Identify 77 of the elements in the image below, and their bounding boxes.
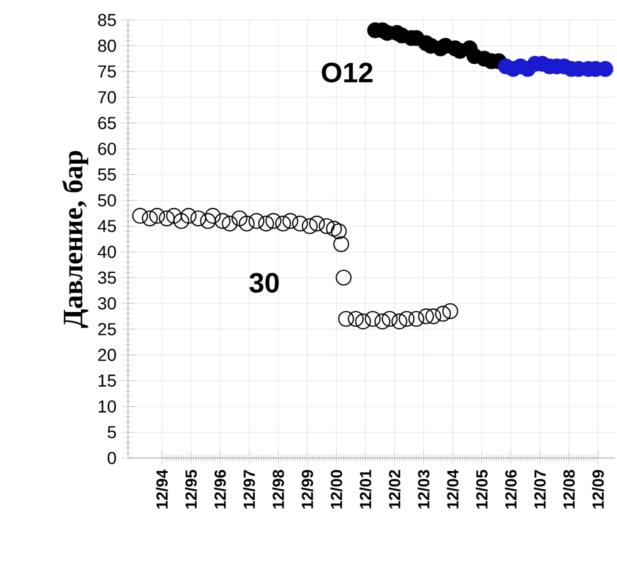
y-tick-label: 70 xyxy=(98,91,116,104)
x-tick-label: 12/97 xyxy=(243,470,256,508)
y-tick-label: 60 xyxy=(98,142,116,155)
y-tick-label: 20 xyxy=(98,348,116,362)
point xyxy=(292,216,308,232)
point xyxy=(364,310,381,327)
annotation: O12 xyxy=(322,62,372,82)
point xyxy=(355,314,371,330)
y-tick-label: 5 xyxy=(108,426,116,438)
point xyxy=(382,310,398,327)
y-tick-label: 10 xyxy=(98,400,116,413)
y-axis-title: Давление, бар xyxy=(62,150,88,328)
point xyxy=(149,208,166,224)
point xyxy=(248,213,264,229)
point xyxy=(204,208,221,224)
x-tick-label: 12/01 xyxy=(360,470,372,508)
point xyxy=(158,210,175,226)
x-tick-label: 12/00 xyxy=(330,470,342,508)
point xyxy=(425,308,442,324)
point xyxy=(338,310,354,327)
x-tick-label: 12/07 xyxy=(534,470,546,508)
x-tick-label: 12/94 xyxy=(156,469,168,508)
point xyxy=(190,210,206,226)
point xyxy=(348,310,364,327)
x-tick-label: 12/05 xyxy=(476,470,488,508)
point xyxy=(398,310,415,327)
point xyxy=(326,220,342,237)
x-tick-label: 12/96 xyxy=(214,470,226,508)
point xyxy=(173,213,190,229)
x-tick-label: 12/04 xyxy=(446,469,459,508)
point xyxy=(333,236,350,252)
y-tick-label: 55 xyxy=(98,168,116,181)
y-tick-label: 35 xyxy=(98,272,116,284)
point xyxy=(166,208,182,224)
y-tick-label: 40 xyxy=(98,246,116,258)
point xyxy=(275,216,291,232)
y-tick-label: 80 xyxy=(98,40,116,52)
point xyxy=(265,213,282,229)
point xyxy=(435,306,451,322)
point xyxy=(232,210,248,226)
point xyxy=(418,308,434,324)
point xyxy=(302,218,318,234)
point xyxy=(408,310,424,327)
x-tick-label: 12/03 xyxy=(418,470,430,508)
point xyxy=(132,208,148,224)
point xyxy=(330,223,347,240)
point xyxy=(309,216,325,232)
x-tick-label: 12/99 xyxy=(301,470,314,508)
x-tick-label: 12/95 xyxy=(185,470,197,508)
y-tick-label: 85 xyxy=(98,14,116,26)
y-tick-label: 75 xyxy=(98,65,116,78)
point xyxy=(282,213,298,229)
point xyxy=(222,216,238,232)
y-tick-label: 30 xyxy=(98,297,116,310)
point xyxy=(318,218,335,234)
point xyxy=(374,314,390,330)
annotation: 30 xyxy=(249,272,279,293)
y-tick-label: 45 xyxy=(98,220,116,232)
x-tick-label: 12/09 xyxy=(592,470,604,508)
x-tick-label: 12/98 xyxy=(272,470,284,508)
point xyxy=(214,213,230,229)
point xyxy=(180,208,197,224)
x-tick-label: 12/08 xyxy=(563,470,575,508)
y-tick-label: 15 xyxy=(98,374,116,387)
x-tick-label: 12/02 xyxy=(388,470,400,508)
point xyxy=(391,314,408,330)
point xyxy=(336,270,352,286)
point xyxy=(258,216,274,232)
point xyxy=(200,213,216,229)
y-tick-label: 25 xyxy=(98,323,116,336)
point xyxy=(142,210,158,226)
point xyxy=(238,216,255,232)
point xyxy=(442,303,458,320)
x-tick-label: 12/06 xyxy=(504,470,517,508)
y-tick-label: 0 xyxy=(108,452,116,464)
y-tick-label: 50 xyxy=(98,194,116,206)
y-tick-label: 65 xyxy=(98,116,116,130)
